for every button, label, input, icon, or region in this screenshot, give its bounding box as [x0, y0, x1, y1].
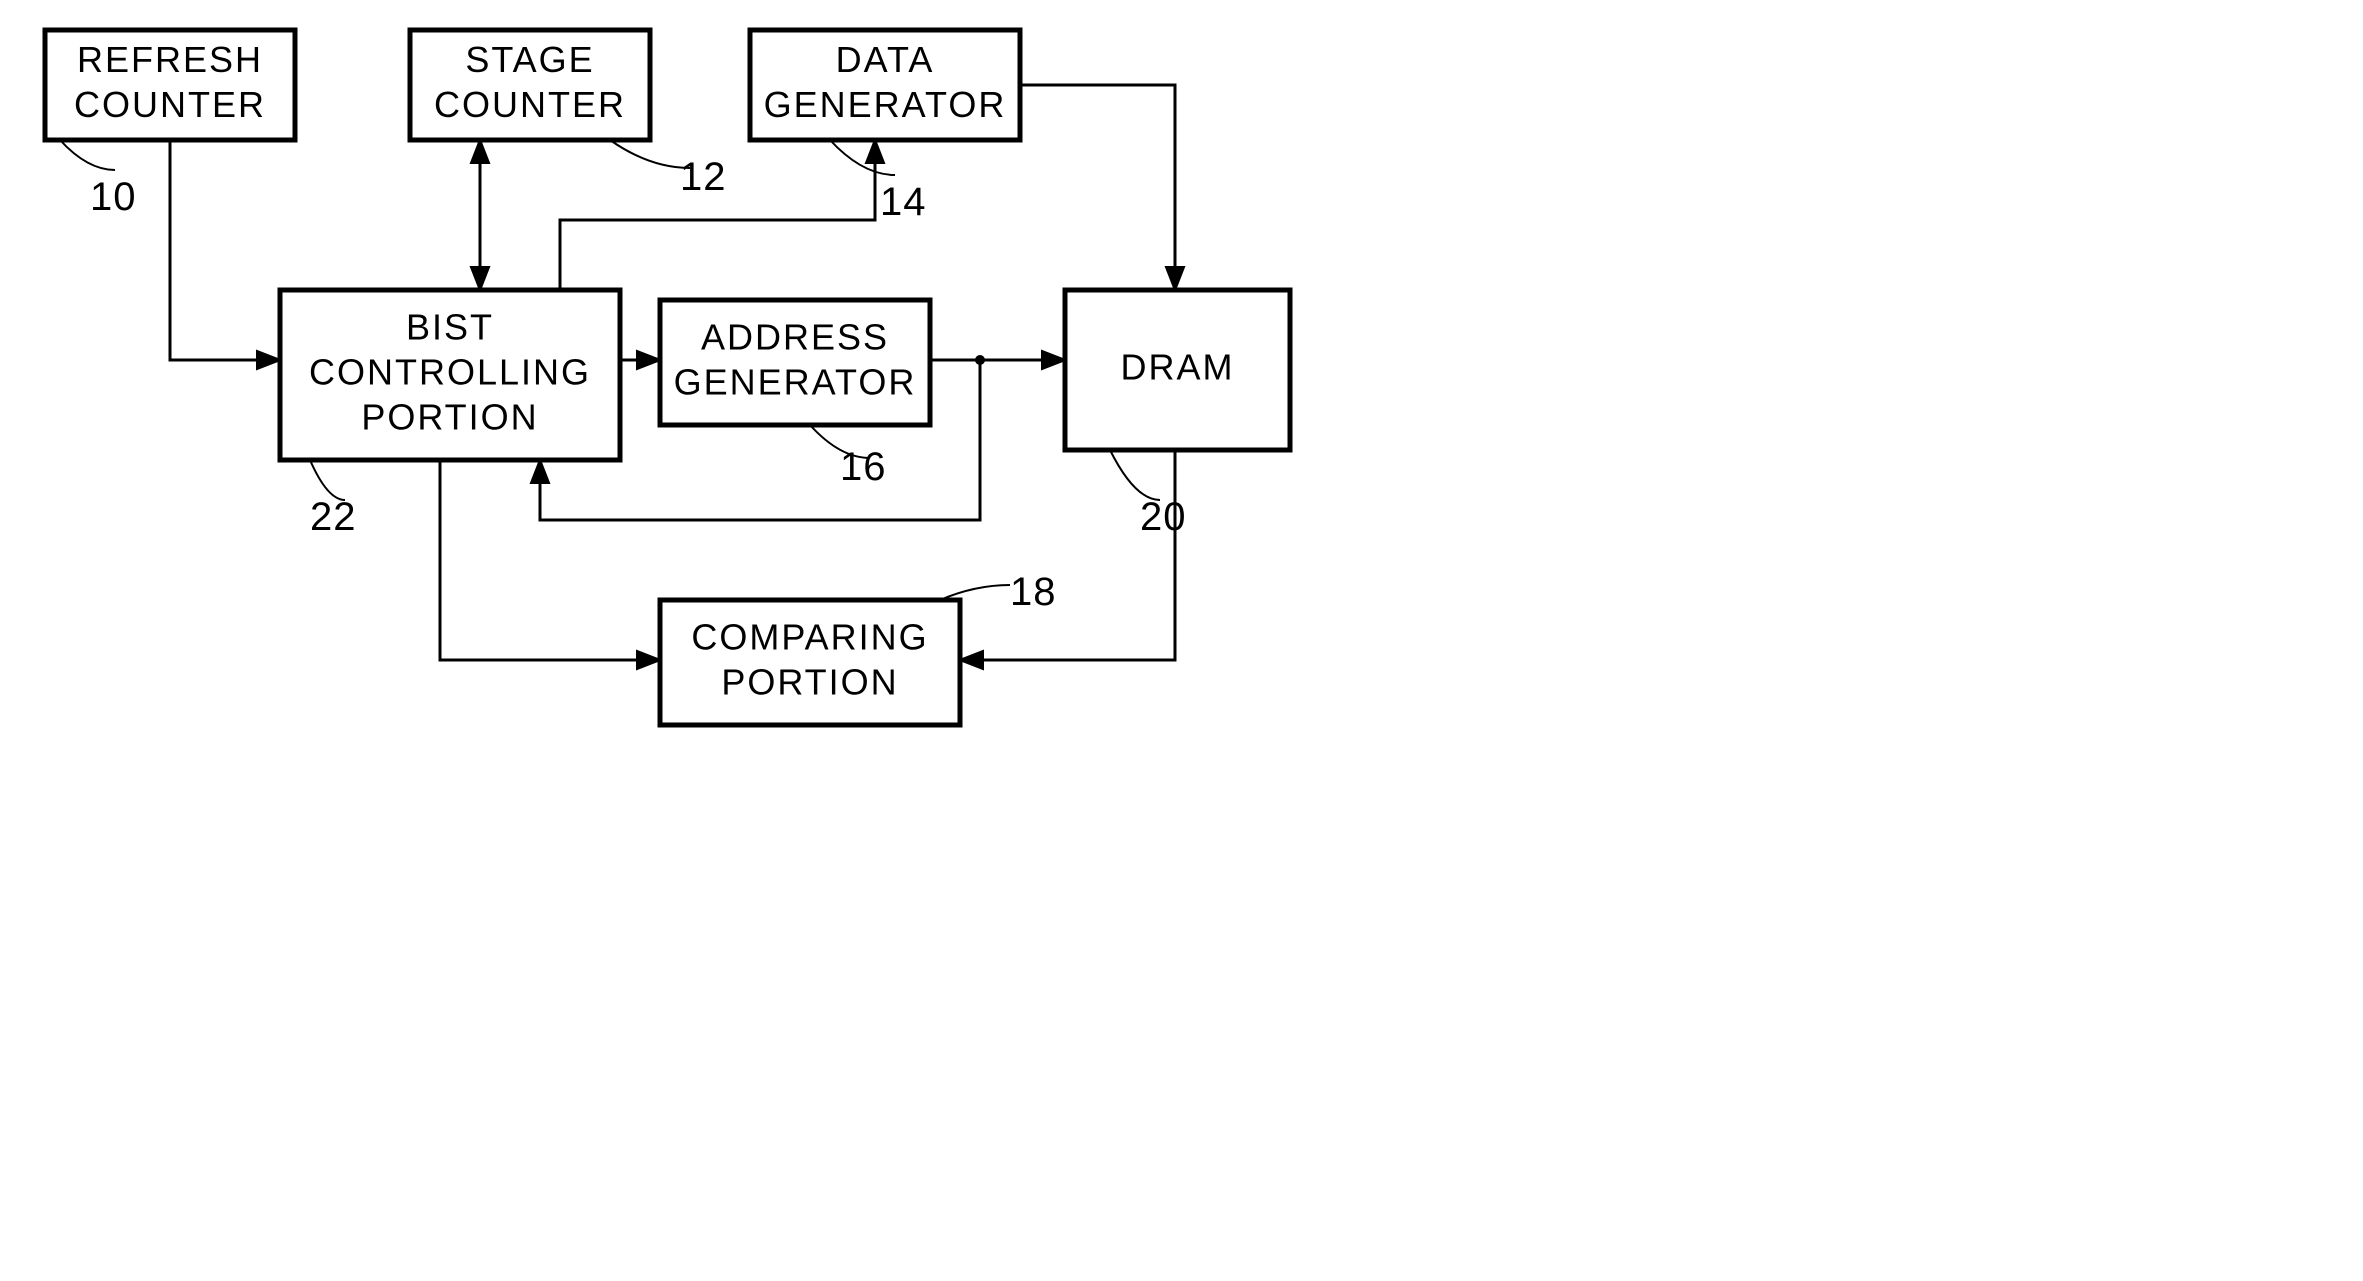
- node-datagen-leader: [830, 140, 895, 175]
- node-stage-label-0: STAGE: [465, 39, 594, 80]
- box-layer: REFRESHCOUNTER10STAGECOUNTER12DATAGENERA…: [45, 30, 1290, 725]
- node-refresh-leader: [60, 140, 115, 170]
- node-stage-ref: 12: [680, 155, 727, 199]
- node-addr-label-0: ADDRESS: [701, 317, 889, 358]
- node-bist-ref: 22: [310, 495, 357, 539]
- node-addr-label-1: GENERATOR: [674, 362, 917, 403]
- node-dram: DRAM 20: [1065, 290, 1290, 539]
- node-refresh-label-0: REFRESH: [77, 39, 263, 80]
- node-addr-ref: 16: [840, 445, 887, 489]
- node-bist-label-2: PORTION: [361, 397, 538, 438]
- node-datagen: DATAGENERATOR 14: [750, 30, 1020, 224]
- edge-refresh-to-bist: [170, 140, 280, 360]
- edge-dram-to-compare: [960, 450, 1175, 660]
- node-dram-label-0: DRAM: [1121, 347, 1235, 388]
- node-addr: ADDRESSGENERATOR 16: [660, 300, 930, 489]
- node-datagen-ref: 14: [880, 180, 927, 224]
- node-compare-label-0: COMPARING: [691, 617, 928, 658]
- node-refresh-label-1: COUNTER: [74, 84, 266, 125]
- node-compare: COMPARINGPORTION 18: [660, 570, 1057, 725]
- node-compare-label-1: PORTION: [721, 662, 898, 703]
- node-stage-leader: [610, 140, 690, 168]
- node-stage: STAGECOUNTER 12: [410, 30, 727, 199]
- edge-datagen-to-dram: [1020, 85, 1175, 290]
- node-bist-leader: [310, 460, 345, 500]
- node-datagen-label-0: DATA: [836, 39, 935, 80]
- node-datagen-label-1: GENERATOR: [764, 84, 1007, 125]
- node-bist-label-0: BIST: [406, 307, 494, 348]
- edge-bist-to-compare: [440, 460, 660, 660]
- node-dram-ref: 20: [1140, 495, 1187, 539]
- node-bist-label-1: CONTROLLING: [309, 352, 591, 393]
- node-bist: BISTCONTROLLINGPORTION 22: [280, 290, 620, 539]
- node-compare-ref: 18: [1010, 570, 1057, 614]
- node-refresh-ref: 10: [90, 175, 137, 219]
- node-dram-leader: [1110, 450, 1160, 500]
- node-stage-label-1: COUNTER: [434, 84, 626, 125]
